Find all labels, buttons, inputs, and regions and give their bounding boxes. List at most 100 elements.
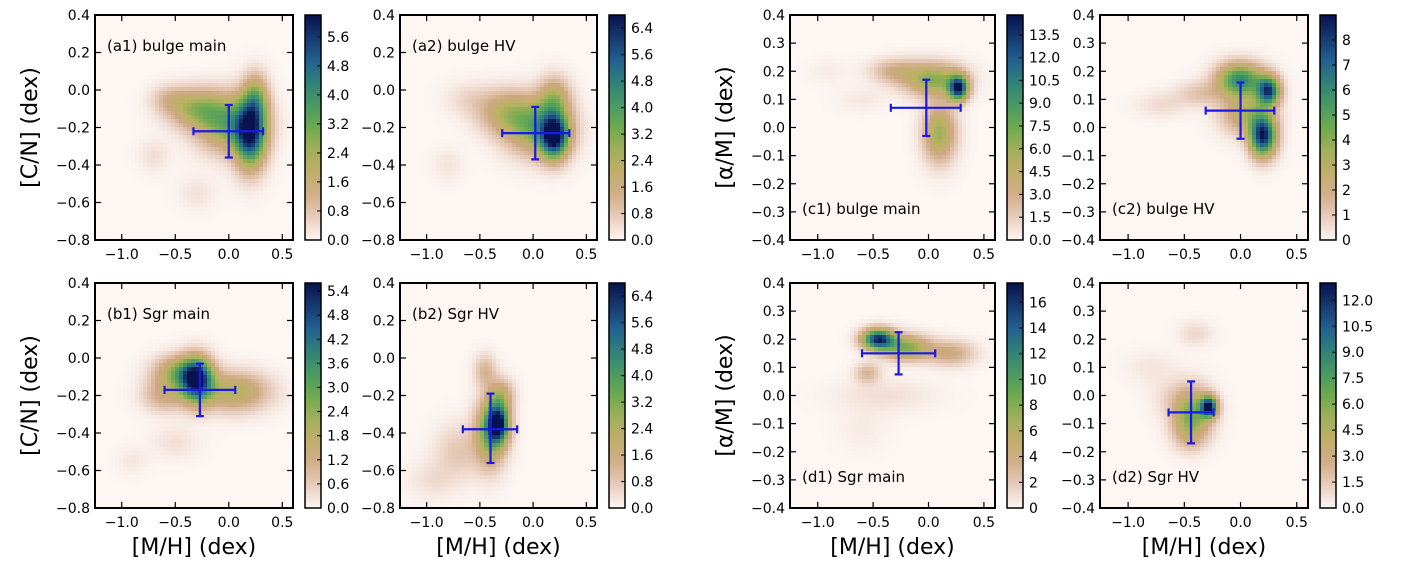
density-a2 bbox=[400, 15, 597, 240]
colorbar-tick-label: 2.4 bbox=[327, 146, 349, 162]
x-tick-label: −0.5 bbox=[1167, 515, 1201, 531]
colorbar-c1 bbox=[1006, 14, 1024, 241]
colorbar-tick-label: 0.8 bbox=[631, 475, 653, 491]
x-tick-label: 0.0 bbox=[1229, 247, 1251, 263]
y-tick-label: 0.2 bbox=[1073, 64, 1095, 80]
errorbar-a1 bbox=[192, 103, 265, 159]
colorbar-tick-label: 4.5 bbox=[1029, 165, 1051, 181]
y-tick-label: 0.4 bbox=[68, 8, 90, 24]
colorbar-tick-label: 4.0 bbox=[631, 101, 653, 117]
colorbar-tick-label: 5.6 bbox=[631, 48, 653, 64]
colorbar-tick-label: 4 bbox=[1342, 133, 1351, 149]
colorbar-tick-label: 4.8 bbox=[631, 342, 653, 358]
y-tick-label: −0.2 bbox=[56, 389, 90, 405]
colorbar-tick-label: 1.6 bbox=[631, 180, 653, 196]
y-tick-label: 0.2 bbox=[763, 332, 785, 348]
x-tick-label: −0.5 bbox=[463, 515, 497, 531]
y-tick-label: −0.4 bbox=[751, 233, 785, 249]
y-tick-label: 0.0 bbox=[68, 351, 90, 367]
y-tick-label: −0.3 bbox=[751, 473, 785, 489]
x-tick-label: −0.5 bbox=[1167, 247, 1201, 263]
y-tick-label: −0.6 bbox=[56, 464, 90, 480]
colorbar-tick-label: 10 bbox=[1029, 372, 1047, 388]
colorbar-tick-label: 4.8 bbox=[327, 59, 349, 75]
panel-c1: −1.0 −0.5 0.0 0.5 −0.4 −0.3 −0.2 −0.1 0.0 0.1 0.2 0… bbox=[713, 8, 1060, 263]
y-tick-label: 0.0 bbox=[68, 83, 90, 99]
colorbar-tick-label: 12 bbox=[1029, 347, 1047, 363]
x-tick-label: −1.0 bbox=[410, 515, 444, 531]
errorbar-a2 bbox=[501, 105, 571, 161]
y-tick-label: 0.0 bbox=[763, 121, 785, 137]
colorbar-tick-label: 0.8 bbox=[631, 207, 653, 223]
y-tick-label: 0.4 bbox=[373, 8, 395, 24]
x-tick-label: −1.0 bbox=[105, 247, 139, 263]
y-tick-label: −0.6 bbox=[361, 464, 395, 480]
colorbar-tick-label: 7.5 bbox=[1029, 119, 1051, 135]
panel-b2: −1.0 −0.5 0.0 0.5 −0.8 −0.6 −0.4 −0.2 0.0 0.2 0.4 [… bbox=[361, 276, 653, 560]
colorbar-tick-label: 4.8 bbox=[631, 74, 653, 90]
colorbar-tick-label: 1 bbox=[1342, 208, 1351, 224]
colorbar-tick-label: 9.0 bbox=[1029, 96, 1051, 112]
x-axis-label: [M/H] (dex) bbox=[830, 535, 954, 560]
colorbar-tick-label: 3.0 bbox=[327, 380, 349, 396]
errorbar-c1 bbox=[889, 78, 962, 138]
errorbar-d1 bbox=[860, 331, 937, 376]
x-tick-label: −0.5 bbox=[463, 247, 497, 263]
y-tick-label: 0.4 bbox=[68, 276, 90, 292]
x-axis-label: [M/H] (dex) bbox=[132, 535, 256, 560]
colorbar-tick-label: 2.4 bbox=[631, 422, 653, 438]
panel-annotation: (d2) Sgr HV bbox=[1112, 468, 1200, 486]
colorbar-tick-label: 3.6 bbox=[327, 356, 349, 372]
colorbar-tick-label: 6.4 bbox=[631, 289, 653, 305]
y-tick-label: −0.2 bbox=[1061, 177, 1095, 193]
y-tick-label: 0.2 bbox=[68, 46, 90, 62]
colorbar-tick-label: 5 bbox=[1342, 108, 1351, 124]
x-tick-label: 0.5 bbox=[575, 515, 597, 531]
colorbar-tick-label: 4.0 bbox=[631, 369, 653, 385]
colorbar-d1 bbox=[1006, 282, 1024, 509]
x-tick-label: 0.0 bbox=[218, 515, 240, 531]
y-tick-label: 0.1 bbox=[1073, 92, 1095, 108]
colorbar-tick-label: 4 bbox=[1029, 450, 1038, 466]
y-tick-label: −0.2 bbox=[361, 389, 395, 405]
panel-b1: −1.0 −0.5 0.0 0.5 −0.8 −0.6 −0.4 −0.2 0.0 0.2 0.4 [… bbox=[18, 276, 349, 560]
colorbar-tick-label: 0.0 bbox=[631, 233, 653, 249]
x-tick-label: 0.5 bbox=[575, 247, 597, 263]
colorbar-tick-label: 4.8 bbox=[327, 308, 349, 324]
y-axis-label: [α/M] (dex) bbox=[713, 66, 738, 188]
colorbar-tick-label: 2.4 bbox=[631, 154, 653, 170]
x-tick-label: −1.0 bbox=[105, 515, 139, 531]
colorbar-tick-label: 1.2 bbox=[327, 453, 349, 469]
y-tick-label: 0.4 bbox=[763, 276, 785, 292]
y-tick-label: −0.2 bbox=[361, 121, 395, 137]
y-tick-label: −0.6 bbox=[361, 196, 395, 212]
y-tick-label: 0.3 bbox=[1073, 36, 1095, 52]
x-tick-label: −1.0 bbox=[410, 247, 444, 263]
x-tick-label: 0.0 bbox=[1229, 515, 1251, 531]
colorbar-tick-label: 10.5 bbox=[1342, 319, 1373, 335]
density-a1 bbox=[95, 15, 293, 240]
colorbar-tick-label: 3.2 bbox=[631, 395, 653, 411]
colorbar-tick-label: 10.5 bbox=[1029, 73, 1060, 89]
colorbar-tick-label: 0.0 bbox=[327, 501, 349, 517]
y-tick-label: 0.4 bbox=[1073, 8, 1095, 24]
x-tick-label: −0.5 bbox=[856, 515, 890, 531]
y-tick-label: 0.0 bbox=[373, 351, 395, 367]
panel-a1: −1.0 −0.5 0.0 0.5 −0.8 −0.6 −0.4 −0.2 0.0 0.2 0.4 [… bbox=[18, 8, 349, 263]
x-tick-label: −1.0 bbox=[1111, 515, 1145, 531]
y-tick-label: −0.3 bbox=[1061, 205, 1095, 221]
colorbar-tick-label: 2.4 bbox=[327, 405, 349, 421]
y-axis-label: [C/N] (dex) bbox=[18, 67, 43, 188]
panel-annotation: (b2) Sgr HV bbox=[412, 305, 500, 323]
x-tick-label: 0.5 bbox=[1286, 247, 1308, 263]
y-axis-label: [C/N] (dex) bbox=[18, 335, 43, 456]
y-tick-label: 0.4 bbox=[373, 276, 395, 292]
y-tick-label: 0.4 bbox=[763, 8, 785, 24]
colorbar-tick-label: 2 bbox=[1029, 475, 1038, 491]
x-tick-label: 0.0 bbox=[218, 247, 240, 263]
colorbar-tick-label: 0.6 bbox=[327, 477, 349, 493]
x-tick-label: −0.5 bbox=[158, 247, 192, 263]
panel-d1: −1.0 −0.5 0.0 0.5 −0.4 −0.3 −0.2 −0.1 0.0 0.1 0.2 0… bbox=[713, 276, 1047, 560]
y-tick-label: −0.8 bbox=[56, 233, 90, 249]
